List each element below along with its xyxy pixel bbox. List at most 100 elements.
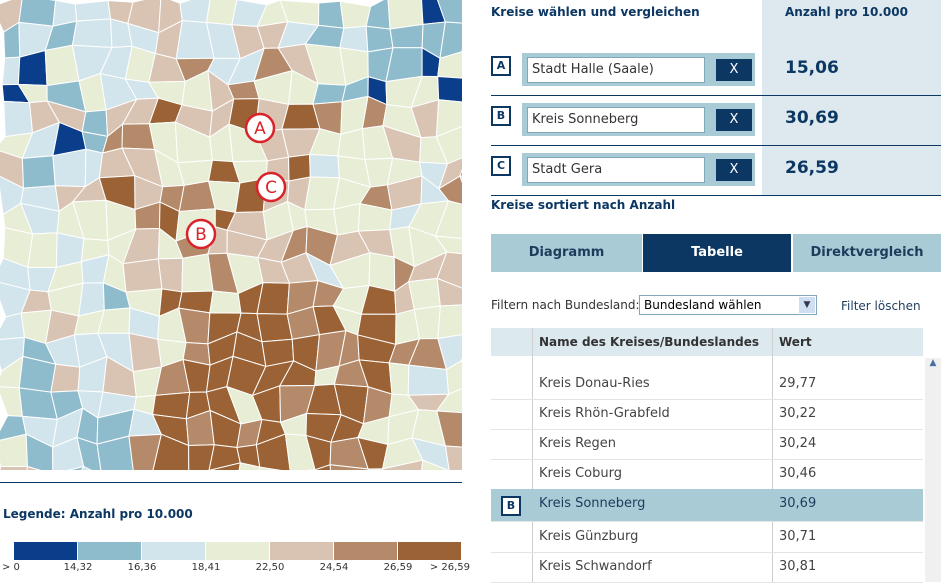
- region: [366, 0, 390, 29]
- region: [180, 0, 211, 23]
- region: [53, 149, 86, 186]
- region: [75, 1, 110, 21]
- selection-value: 30,69: [785, 108, 839, 128]
- select-arrow: ▼: [799, 297, 815, 313]
- region: [289, 155, 311, 181]
- remove-button[interactable]: X: [716, 59, 752, 81]
- tab[interactable]: Tabelle: [643, 234, 791, 272]
- region: [389, 363, 409, 395]
- legend-label: 26,59: [378, 562, 418, 573]
- selection-letter: B: [491, 106, 511, 126]
- region: [22, 156, 55, 188]
- region: [438, 305, 462, 339]
- region: [438, 76, 462, 102]
- separator: [491, 195, 941, 196]
- filter-label: Filtern nach Bundesland:: [491, 298, 640, 312]
- map-marker-label: A: [254, 119, 266, 139]
- bundesland-select[interactable]: Bundesland wählen ▼: [639, 295, 817, 315]
- value-heading: Anzahl pro 10.000: [785, 5, 908, 19]
- row-value: 30,81: [779, 559, 816, 574]
- region: [123, 259, 162, 292]
- region: [369, 253, 395, 292]
- map-marker-label: B: [195, 225, 207, 245]
- row-name: Kreis Sonneberg: [539, 496, 645, 511]
- row-name: Kreis Rhön-Grabfeld: [539, 406, 670, 421]
- table-heading: Wert: [779, 335, 812, 349]
- selection-input[interactable]: Kreis Sonneberg: [527, 107, 705, 133]
- region: [257, 314, 292, 342]
- filter-clear[interactable]: Filter löschen: [841, 299, 921, 313]
- legend-label: 14,32: [58, 562, 98, 573]
- scrollbar[interactable]: ▲: [925, 358, 941, 582]
- tab[interactable]: Diagramm: [491, 234, 642, 272]
- legend-label: > 26,59: [430, 562, 470, 573]
- legend-swatch: [398, 542, 461, 560]
- row-name: Kreis Coburg: [539, 466, 622, 481]
- region: [319, 1, 344, 28]
- region: [0, 434, 27, 466]
- remove-button[interactable]: X: [716, 109, 752, 131]
- legend-swatch: [78, 542, 141, 560]
- region: [409, 278, 441, 309]
- legend-swatch: [334, 542, 397, 560]
- remove-button[interactable]: X: [716, 159, 752, 181]
- row-value: 30,22: [779, 406, 816, 421]
- region: [313, 84, 346, 104]
- header-title: Kreise wählen und vergleichen: [491, 5, 700, 19]
- legend-label: 16,36: [122, 562, 162, 573]
- separator: [491, 95, 941, 96]
- legend-title: Legende: Anzahl pro 10.000: [3, 507, 193, 521]
- region: [310, 155, 340, 178]
- row-marker: B: [501, 496, 521, 516]
- legend-label: 24,54: [314, 562, 354, 573]
- region: [129, 333, 162, 372]
- region: [334, 204, 360, 235]
- region: [2, 57, 20, 85]
- region: [257, 283, 289, 315]
- row-value: 30,71: [779, 529, 816, 544]
- selection-letter: A: [491, 56, 511, 76]
- row-name: Kreis Schwandorf: [539, 559, 652, 574]
- table-heading: Name des Kreises/Bundeslandes: [539, 335, 759, 349]
- selection-input[interactable]: Stadt Gera: [527, 157, 705, 183]
- region: [340, 1, 370, 28]
- region: [4, 101, 33, 136]
- region: [0, 313, 24, 340]
- map: A B C: [0, 0, 462, 470]
- row-name: Kreis Donau-Ries: [539, 376, 650, 391]
- divider: [0, 482, 462, 483]
- row-value: 29,77: [779, 376, 816, 391]
- selection-input[interactable]: Stadt Halle (Saale): [527, 57, 705, 83]
- selection-value: 26,59: [785, 158, 839, 178]
- region: [28, 233, 57, 268]
- region: [408, 365, 448, 395]
- region: [72, 19, 111, 48]
- region: [19, 0, 56, 26]
- region: [158, 258, 182, 292]
- legend-swatch: [142, 542, 205, 560]
- region: [390, 24, 423, 47]
- region: [51, 364, 80, 392]
- tab[interactable]: Direktvergleich: [793, 234, 941, 272]
- row-value: 30,69: [779, 496, 816, 511]
- legend-swatch: [270, 542, 333, 560]
- row-value: 30,46: [779, 466, 816, 481]
- region: [0, 466, 27, 470]
- separator: [491, 145, 941, 146]
- map-marker-label: C: [265, 178, 277, 198]
- selection-value: 15,06: [785, 58, 839, 78]
- row-name: Kreis Regen: [539, 436, 616, 451]
- row-value: 30,24: [779, 436, 816, 451]
- legend-label: 22,50: [250, 562, 290, 573]
- sorted-heading: Kreise sortiert nach Anzahl: [491, 198, 675, 212]
- region: [210, 291, 241, 313]
- legend-label: 18,41: [186, 562, 226, 573]
- selection-letter: C: [491, 156, 511, 176]
- legend-swatch: [14, 542, 77, 560]
- legend-swatch: [206, 542, 269, 560]
- row-name: Kreis Günzburg: [539, 529, 638, 544]
- legend-label: > 0: [2, 562, 20, 573]
- select-text: Bundesland wählen: [644, 298, 762, 312]
- legend: > 0 14,32 16,36 18,41 22,50 24,54 26,59 > 26,59: [0, 540, 470, 582]
